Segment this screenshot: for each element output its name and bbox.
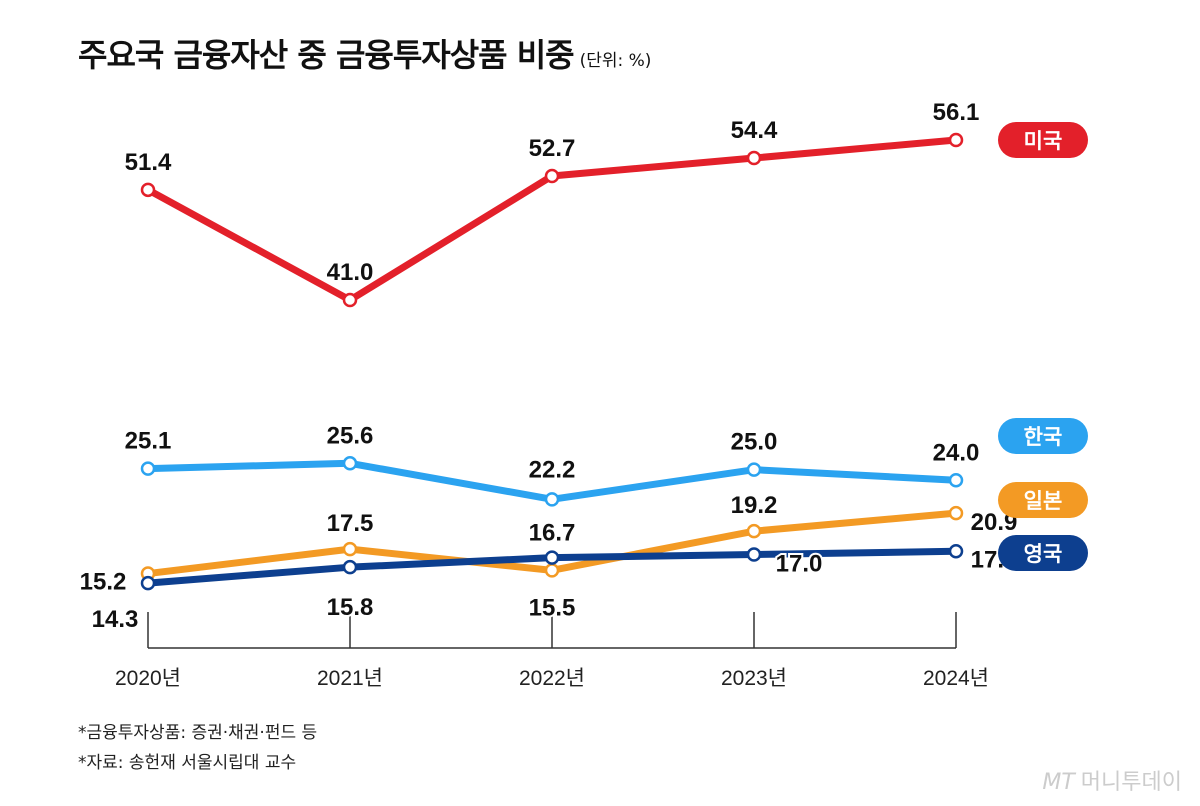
data-label: 51.4 <box>125 149 172 176</box>
data-label: 41.0 <box>327 259 374 286</box>
data-point <box>544 492 560 507</box>
data-point <box>140 182 156 198</box>
data-label: 54.4 <box>731 117 778 144</box>
data-point <box>746 150 762 166</box>
data-point <box>342 559 358 575</box>
legend-label: 일본 <box>1024 489 1063 513</box>
series-line-미국 <box>146 136 957 304</box>
data-label: 19.2 <box>731 492 778 519</box>
logo-name: 머니투데이 <box>1080 770 1182 795</box>
data-point <box>342 541 358 557</box>
logo: MT 머니투데이 <box>1042 764 1182 796</box>
data-label: 25.6 <box>327 422 374 449</box>
footnote-1: *금융투자상품: 증권·채권·펀드 등 <box>78 723 318 743</box>
legend-label: 영국 <box>1024 542 1063 566</box>
data-point <box>140 575 156 591</box>
data-label: 15.5 <box>529 594 576 621</box>
data-point <box>746 523 762 539</box>
data-label: 17.5 <box>327 510 374 537</box>
data-point <box>140 461 156 476</box>
data-label: 22.2 <box>529 456 576 483</box>
data-label: 16.7 <box>529 520 576 547</box>
data-point <box>746 462 762 477</box>
legend-pill <box>998 482 1088 518</box>
legend-pill <box>998 535 1088 571</box>
data-point <box>544 168 560 184</box>
data-label: 56.1 <box>933 99 980 126</box>
title-text: 주요국 금융자산 중 금융투자상품 비중 <box>78 36 575 74</box>
data-point <box>746 547 762 562</box>
data-point <box>948 132 964 148</box>
data-label: 14.3 <box>92 606 139 633</box>
data-point <box>948 473 964 488</box>
chart-title: 주요국 금융자산 중 금융투자상품 비중 (단위: %) <box>78 30 651 76</box>
data-point <box>948 505 964 521</box>
data-label: 15.8 <box>327 594 374 621</box>
legend-label: 미국 <box>1024 129 1063 153</box>
legend-pill <box>998 418 1088 454</box>
x-tick-label: 2021년 <box>317 667 383 690</box>
data-label: 25.1 <box>125 428 172 455</box>
data-label: 52.7 <box>529 135 576 162</box>
data-point <box>342 456 358 471</box>
data-label: 17.0 <box>776 550 823 577</box>
data-point <box>544 550 560 565</box>
data-label: 25.0 <box>731 429 778 456</box>
data-label: 20.9 <box>971 509 1018 536</box>
x-tick-label: 2023년 <box>721 667 787 690</box>
data-point <box>948 544 964 559</box>
data-point <box>544 563 560 578</box>
logo-mark: MT <box>1042 770 1075 795</box>
data-label: 24.0 <box>933 439 980 466</box>
footnote-2: *자료: 송헌재 서울시립대 교수 <box>78 753 297 773</box>
data-label: 15.2 <box>80 569 127 596</box>
x-tick-label: 2020년 <box>115 667 181 690</box>
unit-label: (단위: %) <box>579 51 652 71</box>
x-tick-label: 2022년 <box>519 667 585 690</box>
data-point <box>342 292 358 308</box>
legend-label: 한국 <box>1024 425 1063 449</box>
x-tick-label: 2024년 <box>923 667 989 690</box>
legend-pill <box>998 122 1088 158</box>
